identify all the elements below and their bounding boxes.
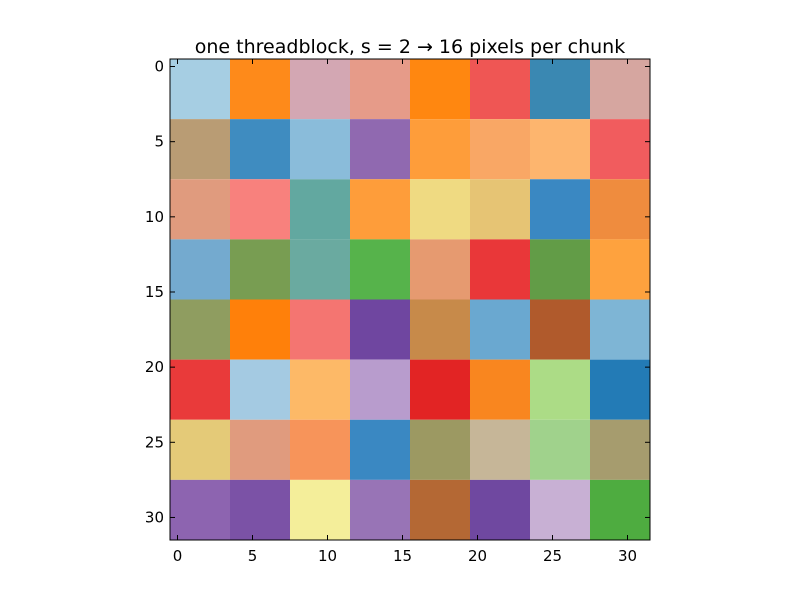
heatmap-cell [530,299,590,360]
heatmap-cell [470,479,530,540]
heatmap-cell [590,119,650,180]
plot-frame [169,58,651,541]
y-axis-ticks: 0 5 10 15 20 25 30 [145,58,650,526]
heatmap-cell [590,419,650,480]
heatmap-cell [290,239,350,300]
y-tick-label: 20 [145,358,164,376]
heatmap-cell [290,479,350,540]
heatmap-cell [530,359,590,420]
heatmap-cell [530,479,590,540]
heatmap-cell [470,359,530,420]
heatmap-cell [530,179,590,240]
heatmap-cell [470,419,530,480]
heatmap-cell [470,59,530,120]
heatmap-cell [290,119,350,180]
heatmap-cell [230,299,290,360]
heatmap-cell [410,179,470,240]
heatmap-cell [470,239,530,300]
y-tick-label: 5 [154,133,164,151]
heatmap-cell [290,419,350,480]
heatmap-cell [170,299,230,360]
heatmap-cell [590,299,650,360]
heatmap-cell [590,239,650,300]
heatmap-cell [530,419,590,480]
heatmap-cell [230,479,290,540]
heatmap-cell [350,359,410,420]
x-tick-label: 0 [173,547,183,565]
x-tick-label: 15 [393,547,412,565]
heatmap-cell [230,119,290,180]
heatmap-cell [410,359,470,420]
y-tick-label: 15 [145,283,164,301]
y-tick-label: 25 [145,433,164,451]
heatmap-cell [230,59,290,120]
heatmap-cell [470,179,530,240]
heatmap-cell [530,59,590,120]
heatmap-cell [590,479,650,540]
heatmap-cell [350,419,410,480]
heatmap-cell [530,119,590,180]
heatmap-cell [410,299,470,360]
y-tick-label: 0 [154,58,164,76]
heatmap-cell [350,479,410,540]
heatmap-cell [350,299,410,360]
x-tick-label: 5 [248,547,258,565]
heatmap-cell [170,419,230,480]
heatmap-cell [410,419,470,480]
heatmap-cell [410,59,470,120]
heatmap-cell [470,299,530,360]
heatmap-cell [410,479,470,540]
x-tick-label: 10 [318,547,337,565]
x-tick-label: 30 [618,547,637,565]
heatmap-cell [350,179,410,240]
y-tick-label: 10 [145,208,164,226]
heatmap-cell [530,239,590,300]
chart-title: one threadblock, s = 2 → 16 pixels per c… [195,36,625,58]
heatmap-cell [170,119,230,180]
heatmap-cell [350,59,410,120]
heatmap-cell [410,119,470,180]
heatmap-cell [170,239,230,300]
heatmap-cell [290,359,350,420]
heatmap-cell [350,119,410,180]
heatmap-cell [290,179,350,240]
heatmap-cell [590,59,650,120]
heatmap-cell [230,179,290,240]
heatmap-cell [230,419,290,480]
heatmap-cell [170,359,230,420]
x-tick-label: 25 [543,547,562,565]
heatmap-cell [470,119,530,180]
heatmap-cell [350,239,410,300]
heatmap-cell [290,299,350,360]
heatmap-cells [170,59,650,540]
heatmap-cell [590,179,650,240]
heatmap-cell [230,359,290,420]
heatmap-cell [290,59,350,120]
heatmap-cell [230,239,290,300]
x-axis-ticks: 0 5 10 15 20 25 30 [173,59,637,565]
heatmap-cell [170,59,230,120]
heatmap-cell [170,479,230,540]
heatmap-cell [410,239,470,300]
heatmap-cell [590,359,650,420]
x-tick-label: 20 [468,547,487,565]
y-tick-label: 30 [145,508,164,526]
heatmap-cell [170,179,230,240]
